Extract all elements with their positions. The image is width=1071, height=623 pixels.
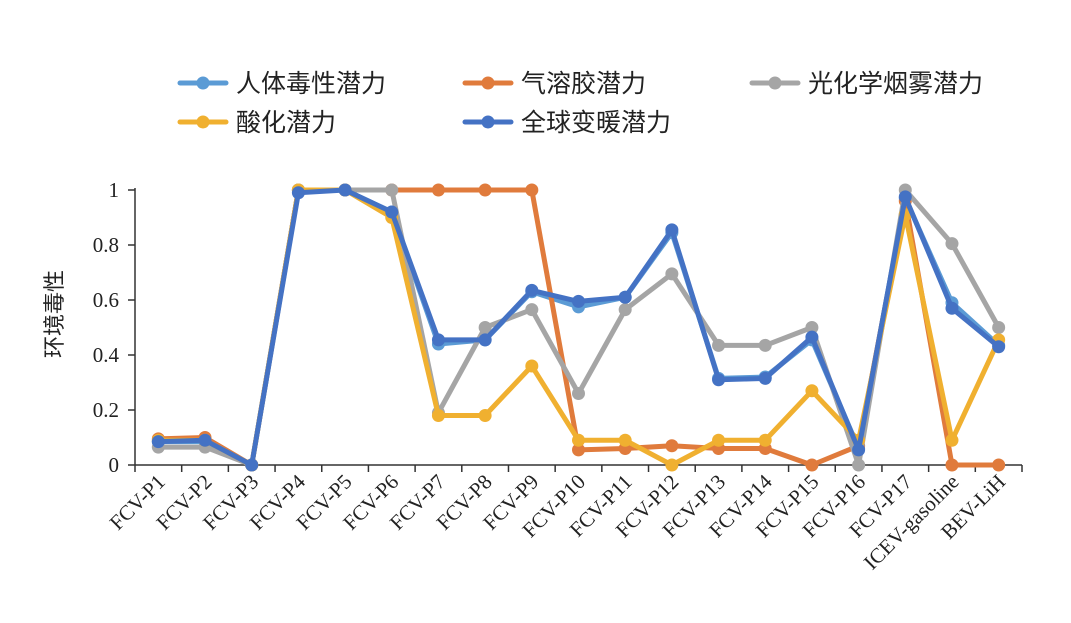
data-point xyxy=(525,359,539,373)
y-tick-label: 0.6 xyxy=(93,288,119,312)
legend-swatch-marker xyxy=(481,115,495,129)
legend-label: 人体毒性潜力 xyxy=(236,69,386,98)
data-point xyxy=(805,330,819,344)
data-point xyxy=(852,458,866,472)
y-tick-label: 0.8 xyxy=(93,233,119,257)
y-axis-label: 环境毒性 xyxy=(43,270,68,358)
plot-area xyxy=(151,183,1006,472)
chart-axes xyxy=(134,188,1022,466)
data-point xyxy=(665,223,679,237)
y-tick-label: 1 xyxy=(109,178,120,202)
legend-swatch-marker xyxy=(481,76,495,90)
data-point xyxy=(665,439,679,453)
legend-item: 人体毒性潜力 xyxy=(177,69,386,98)
data-point xyxy=(245,458,259,472)
data-point xyxy=(992,321,1006,334)
legend-item: 全球变暖潜力 xyxy=(462,108,671,137)
data-point xyxy=(618,303,632,317)
legend-swatch-marker xyxy=(196,76,210,90)
legend-label: 酸化潜力 xyxy=(236,108,336,137)
data-point xyxy=(572,294,585,308)
legend-label: 全球变暖潜力 xyxy=(521,108,671,137)
series-line xyxy=(155,187,1002,468)
data-point xyxy=(665,267,679,281)
legend-label: 气溶胶潜力 xyxy=(521,69,646,98)
y-tick-label: 0 xyxy=(109,453,120,477)
data-point xyxy=(478,321,492,334)
series-line xyxy=(155,187,1002,468)
data-point xyxy=(805,458,819,472)
data-point xyxy=(945,433,959,447)
data-point xyxy=(385,183,399,197)
data-point xyxy=(712,338,726,352)
data-point xyxy=(151,435,165,449)
series-group xyxy=(151,183,1006,472)
legend-swatch-marker xyxy=(196,115,210,129)
data-point xyxy=(805,321,819,334)
data-point xyxy=(572,387,585,400)
legend-item: 光化学烟雾潜力 xyxy=(749,69,983,98)
data-point xyxy=(198,433,212,447)
y-tick-label: 0.4 xyxy=(93,343,120,367)
data-point xyxy=(525,303,539,317)
data-point xyxy=(338,183,352,197)
data-point xyxy=(758,338,772,352)
data-point xyxy=(618,433,632,447)
data-point xyxy=(618,290,632,304)
data-point xyxy=(525,183,539,197)
data-point xyxy=(945,237,959,251)
series-group xyxy=(151,183,1006,472)
series-line xyxy=(155,187,1002,468)
data-point xyxy=(431,183,445,197)
data-point xyxy=(291,186,305,200)
series-group xyxy=(151,183,1006,472)
data-point xyxy=(992,340,1006,354)
data-point xyxy=(758,433,772,447)
data-point xyxy=(945,458,959,472)
y-tick-label: 0.2 xyxy=(93,398,119,422)
series-group xyxy=(151,183,1006,472)
data-point xyxy=(805,384,819,398)
data-point xyxy=(945,301,959,315)
data-point xyxy=(665,458,679,472)
legend-item: 酸化潜力 xyxy=(177,108,336,137)
data-point xyxy=(478,183,492,197)
data-point xyxy=(758,371,772,385)
data-point xyxy=(478,409,492,422)
y-axis-ticks: 0 0.2 0.4 0.6 0.8 1 xyxy=(93,178,135,477)
data-point xyxy=(478,333,492,347)
series-line xyxy=(155,187,1002,468)
data-point xyxy=(992,458,1006,472)
x-axis-ticks: FCV-P1FCV-P2FCV-P3FCV-P4FCV-P5FCV-P6FCV-… xyxy=(105,465,1023,574)
legend-label: 光化学烟雾潜力 xyxy=(808,69,983,98)
data-point xyxy=(852,443,866,457)
series-group xyxy=(151,183,1006,472)
data-point xyxy=(898,190,912,204)
data-point xyxy=(572,443,585,457)
data-point xyxy=(572,433,585,447)
data-point xyxy=(712,433,726,447)
data-point xyxy=(431,409,445,422)
legend-item: 气溶胶潜力 xyxy=(462,69,646,98)
legend-swatch-marker xyxy=(768,76,782,90)
data-point xyxy=(712,373,726,387)
series-line xyxy=(155,187,1002,468)
data-point xyxy=(385,205,399,219)
data-point xyxy=(431,333,445,347)
data-point xyxy=(525,283,539,297)
